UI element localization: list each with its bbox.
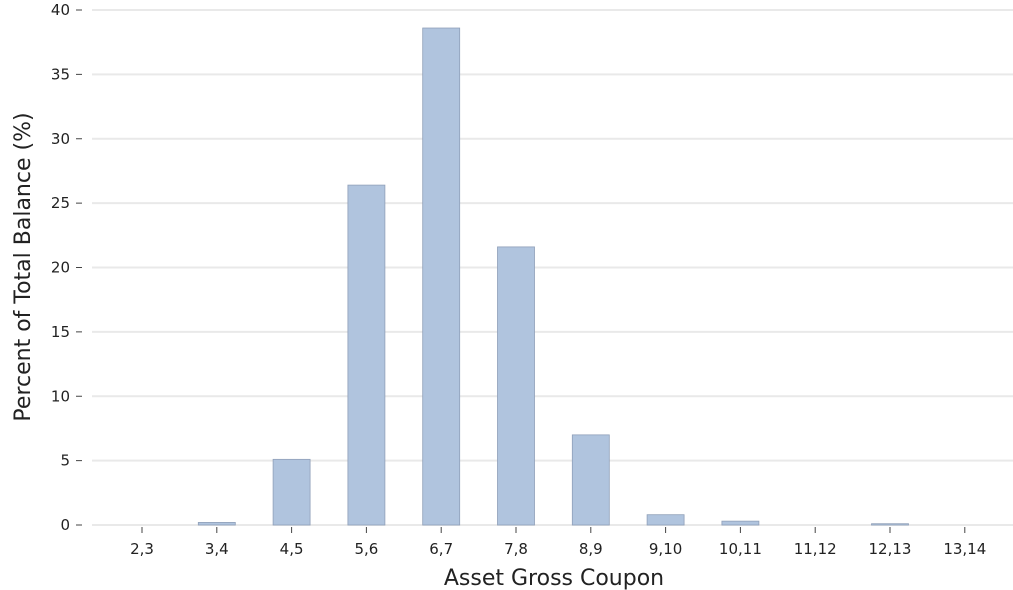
bar-9-10	[646, 514, 685, 526]
y-tick-label: 5	[60, 452, 70, 470]
y-tick-label: 35	[51, 65, 70, 83]
y-tick-label: 25	[51, 194, 70, 212]
y-axis-ticks: 0 5 10 15 20 25 30 35 40	[51, 1, 82, 534]
x-tick-label: 11,12	[794, 540, 837, 558]
x-tick-label: 7,8	[504, 540, 528, 558]
bar-7-8	[497, 246, 535, 526]
y-tick-label: 0	[60, 516, 70, 534]
x-tick-label: 4,5	[280, 540, 304, 558]
y-tick-label: 40	[51, 1, 70, 19]
x-tick-label: 2,3	[130, 540, 154, 558]
y-tick-label: 10	[51, 387, 70, 405]
y-tick-label: 15	[51, 323, 70, 341]
x-tick-label: 12,13	[869, 540, 912, 558]
bar-8-9	[571, 434, 610, 526]
bar-12-13	[871, 523, 909, 526]
bar-10-11	[721, 520, 760, 526]
grid-lines	[92, 9, 1013, 526]
x-tick-label: 13,14	[943, 540, 986, 558]
x-tick-label: 5,6	[354, 540, 378, 558]
x-tick-label: 8,9	[579, 540, 603, 558]
bars	[197, 27, 909, 526]
bar-4-5	[272, 458, 311, 526]
y-tick-label: 30	[51, 130, 70, 148]
bar-3-4	[197, 522, 236, 526]
x-tick-label: 6,7	[429, 540, 453, 558]
x-tick-label: 3,4	[205, 540, 229, 558]
y-axis-label: Percent of Total Balance (%)	[11, 112, 36, 421]
x-tick-label: 9,10	[649, 540, 682, 558]
bar-5-6	[347, 184, 386, 526]
x-tick-label: 10,11	[719, 540, 762, 558]
x-axis-label: Asset Gross Coupon	[444, 566, 664, 590]
y-tick-label: 20	[51, 259, 70, 277]
x-axis-ticks: 2,3 3,4 4,5 5,6 6,7 7,8 8,9 9,10 10,11 11,12 12,13…	[130, 527, 986, 558]
bar-6-7	[422, 27, 461, 526]
